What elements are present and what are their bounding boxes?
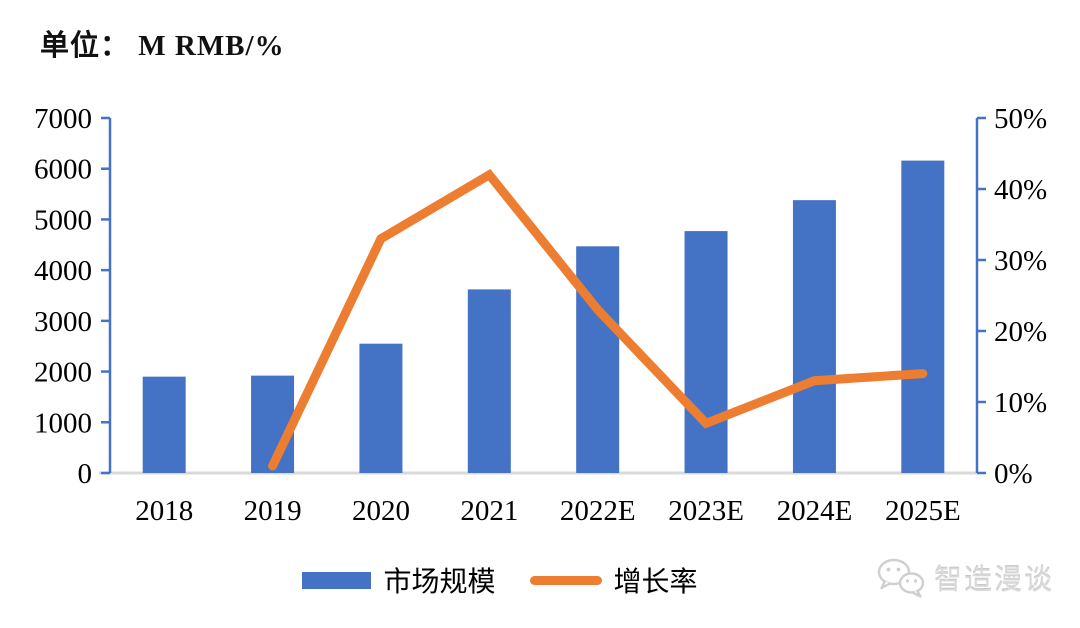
x-axis-label-2024E: 2024E [777,495,853,527]
bar-2021 [467,289,511,473]
x-axis-label-2019: 2019 [244,495,302,527]
left-axis-tick-label: 1000 [34,407,92,439]
legend-item-growth-rate: 增长率 [529,560,698,600]
legend-item-market-size: 市场规模 [302,560,496,600]
legend: 市场规模 增长率 [0,560,1000,600]
legend-bar-label: 市场规模 [383,566,496,597]
wechat-icon [877,558,925,598]
bar-2018 [142,376,186,473]
left-axis-tick-label: 7000 [34,103,92,135]
left-axis-tick-label: 5000 [34,204,92,236]
right-axis-tick-label: 0% [994,458,1033,490]
legend-line-swatch-icon [529,575,602,585]
growth-rate-line [268,168,928,471]
right-axis-tick-label: 30% [994,245,1047,277]
watermark-text: 智造漫谈 [933,564,1054,595]
x-axis-label-2020: 2020 [352,495,410,527]
bar-2023E [684,231,728,473]
x-axis-label-2022E: 2022E [560,495,636,527]
left-axis-tick-label: 3000 [34,306,92,338]
legend-line-label: 增长率 [613,566,698,597]
x-axis-label-2025E: 2025E [885,495,961,527]
right-axis-tick-label: 10% [994,387,1047,419]
x-axis-label-2023E: 2023E [668,495,744,527]
right-axis-tick-label: 40% [994,174,1047,206]
bar-2020 [359,343,403,473]
right-axis-tick-label: 20% [994,316,1047,348]
watermark: 智造漫谈 [876,556,1054,600]
legend-bar-swatch-icon [302,571,372,589]
right-axis-tick-label: 50% [994,103,1047,135]
unit-label: 单位： M RMB/% [40,30,285,62]
bar-2022E [576,246,620,473]
left-axis-tick-label: 6000 [34,154,92,186]
bar-2025E [901,160,945,473]
left-axis-tick-label: 0 [78,458,93,490]
left-axis-tick-label: 2000 [34,357,92,389]
x-axis-label-2018: 2018 [135,495,193,527]
x-axis-label-2021: 2021 [460,495,518,527]
left-axis-tick-label: 4000 [34,255,92,287]
bar-2024E [792,200,836,473]
